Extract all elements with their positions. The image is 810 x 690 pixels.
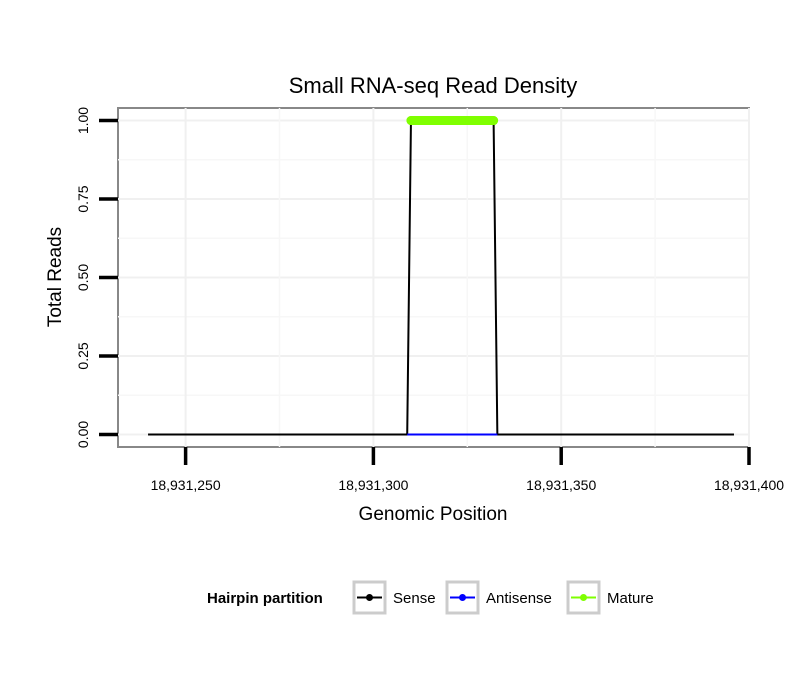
x-tick-label: 18,931,350 [526,477,596,493]
y-axis: 0.00 0.25 0.50 0.75 1.00 [75,107,118,448]
y-tick-label: 0.25 [75,342,91,369]
x-axis: 18,931,250 18,931,300 18,931,350 18,931,400 [151,447,784,493]
x-tick-label: 18,931,300 [338,477,408,493]
legend-label-mature: Mature [607,590,654,607]
y-tick-label: 0.00 [75,421,91,448]
legend-label-sense: Sense [393,590,436,607]
x-axis-title: Genomic Position [359,504,508,525]
y-tick-label: 0.75 [75,185,91,212]
chart-title: Small RNA-seq Read Density [289,73,578,98]
legend-point-sense [366,594,373,601]
legend: Hairpin partition Sense Antisense Mature [207,580,654,615]
y-tick-label: 0.50 [75,264,91,291]
series-mature-point [489,116,499,126]
legend-point-antisense [459,594,466,601]
series-layer [148,116,734,436]
legend-label-antisense: Antisense [486,590,552,607]
y-tick-label: 1.00 [75,107,91,134]
legend-title: Hairpin partition [207,590,323,607]
x-tick-label: 18,931,250 [151,477,221,493]
legend-point-mature [580,594,587,601]
x-tick-label: 18,931,400 [714,477,784,493]
y-axis-title: Total Reads [45,227,66,327]
